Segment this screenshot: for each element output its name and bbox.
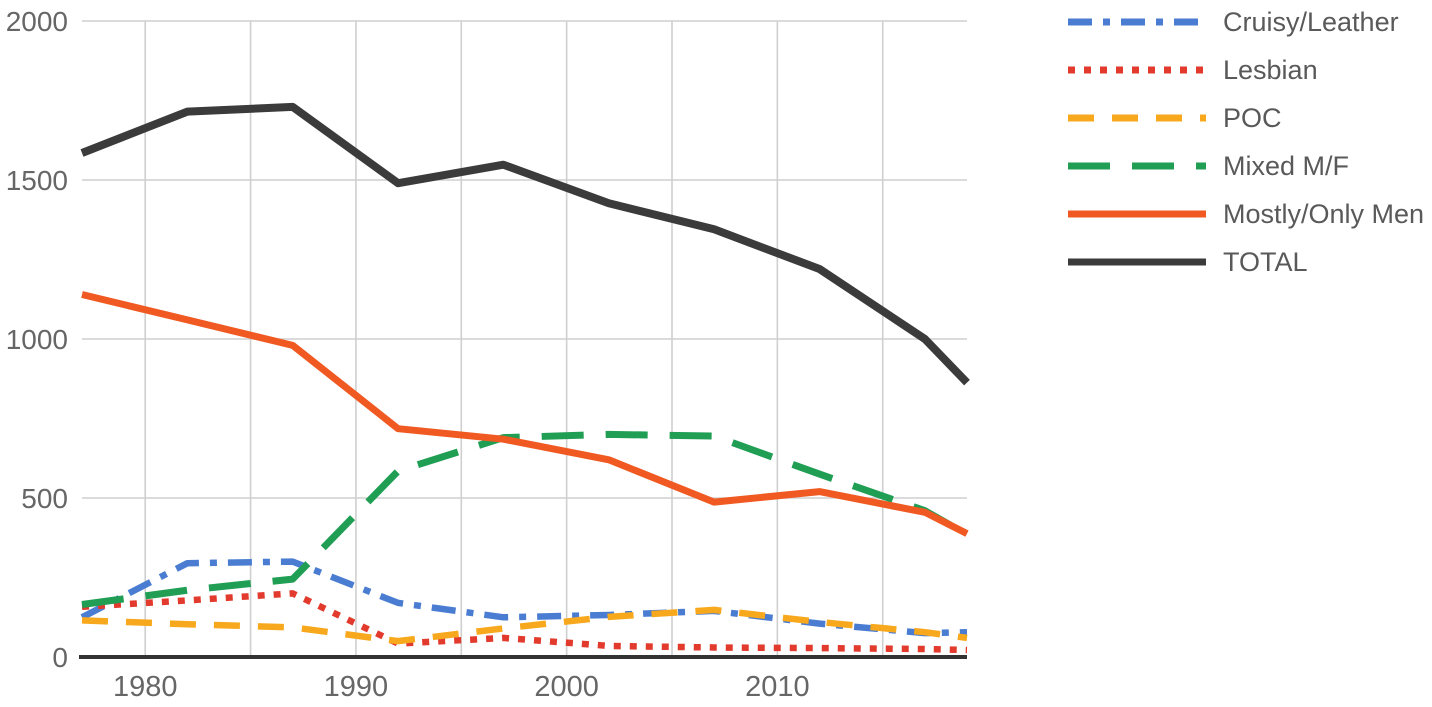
x-tick-label-1980: 1980	[113, 671, 178, 702]
y-tick-label-500: 500	[21, 483, 68, 514]
legend-swatch-mostly-only-men	[1068, 210, 1206, 218]
legend-swatch-total	[1068, 258, 1206, 266]
legend-label-poc: POC	[1223, 102, 1282, 133]
legend-swatch-mixed-m-f	[1068, 162, 1206, 170]
legend-label-lesbian: Lesbian	[1223, 54, 1318, 85]
y-tick-label-2000: 2000	[6, 6, 68, 37]
legend-item-cruisy-leather: Cruisy/Leather	[1067, 0, 1424, 46]
series-line-total	[80, 102, 970, 386]
x-tick-label-2010: 2010	[745, 671, 810, 702]
legend-label-mixed-m-f: Mixed M/F	[1223, 150, 1350, 181]
series-line-mixed-m-f	[81, 430, 969, 608]
x-tick-label-2000: 2000	[534, 671, 599, 702]
series-line-poc	[81, 606, 968, 645]
legend-label-cruisy-leather: Cruisy/Leather	[1223, 6, 1399, 37]
legend-item-mostly-only-men: Mostly/Only Men	[1067, 190, 1424, 238]
series-line-lesbian	[81, 590, 968, 654]
legend-swatch-poc	[1068, 114, 1206, 122]
y-tick-label-0: 0	[52, 642, 68, 673]
legend-swatch-lesbian	[1068, 66, 1206, 74]
legend-label-mostly-only-men: Mostly/Only Men	[1223, 198, 1425, 229]
legend-item-total: TOTAL	[1067, 238, 1424, 286]
chart-legend: Cruisy/Leather Lesbian POC Mixed M/F Mostly/…	[1067, 0, 1424, 286]
y-tick-label-1500: 1500	[6, 165, 68, 196]
legend-item-poc: POC	[1067, 94, 1424, 142]
legend-item-lesbian: Lesbian	[1067, 46, 1424, 94]
x-tick-label-1990: 1990	[324, 671, 389, 702]
y-tick-label-1000: 1000	[6, 324, 68, 355]
series-line-mostly-only-men	[81, 291, 969, 537]
legend-swatch-cruisy-leather	[1068, 18, 1206, 26]
legend-label-total: TOTAL	[1223, 246, 1308, 277]
legend-item-mixed-m-f: Mixed M/F	[1067, 142, 1424, 190]
